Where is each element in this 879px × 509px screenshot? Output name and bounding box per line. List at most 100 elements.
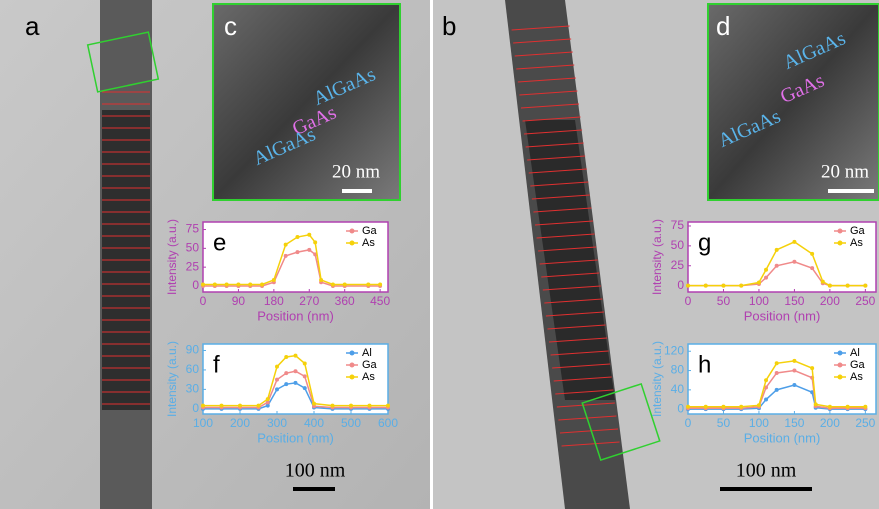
- y-tick-label: 120: [664, 343, 684, 357]
- y-tick-label: 25: [186, 259, 200, 273]
- y-tick-label: 25: [671, 258, 685, 272]
- x-axis-label: Position (nm): [744, 308, 821, 323]
- x-tick-label: 450: [370, 294, 390, 308]
- inset-label: c: [224, 11, 237, 41]
- y-axis-label: Intensity (a.u.): [165, 219, 179, 295]
- plot-area: [203, 222, 388, 292]
- scale-bar: [720, 487, 812, 491]
- y-tick-label: 75: [186, 222, 200, 236]
- x-tick-label: 360: [335, 294, 355, 308]
- legend-label: Ga: [850, 359, 866, 371]
- data-point: [846, 284, 850, 288]
- data-point: [792, 369, 796, 373]
- data-point: [295, 235, 299, 239]
- x-tick-label: 500: [341, 416, 361, 430]
- data-point: [303, 374, 307, 378]
- data-point: [201, 282, 205, 286]
- data-point: [238, 404, 242, 408]
- legend-marker: [838, 375, 843, 380]
- data-point: [704, 284, 708, 288]
- legend-marker: [350, 363, 355, 368]
- scale-bar: [293, 487, 335, 491]
- legend-marker: [838, 241, 843, 246]
- data-point: [275, 387, 279, 391]
- data-point: [366, 282, 370, 286]
- data-point: [275, 378, 279, 382]
- y-tick-label: 90: [186, 343, 200, 357]
- data-point: [312, 402, 316, 406]
- legend-marker: [838, 363, 843, 368]
- data-point: [343, 282, 347, 286]
- scale-bar-label: 100 nm: [285, 460, 346, 482]
- data-point: [201, 404, 205, 408]
- data-point: [739, 284, 743, 288]
- y-tick-label: 30: [186, 382, 200, 396]
- inset: c AlGaAs GaAs AlGaAs 20 nm: [213, 4, 400, 200]
- scale-bar: [342, 189, 372, 193]
- data-point: [846, 405, 850, 409]
- data-point: [294, 381, 298, 385]
- data-point: [319, 278, 323, 282]
- data-point: [810, 266, 814, 270]
- panel-label: b: [442, 11, 456, 41]
- data-point: [792, 240, 796, 244]
- y-tick-label: 50: [671, 238, 685, 252]
- data-point: [307, 233, 311, 237]
- scale-bar-label: 20 nm: [821, 161, 869, 182]
- data-point: [821, 280, 825, 284]
- data-point: [331, 404, 335, 408]
- legend-label: Ga: [850, 225, 866, 237]
- y-tick-label: 60: [186, 362, 200, 376]
- x-tick-label: 50: [717, 416, 731, 430]
- data-point: [331, 282, 335, 286]
- chart-label: h: [698, 351, 711, 378]
- x-tick-label: 100: [749, 416, 769, 430]
- x-tick-label: 200: [230, 416, 250, 430]
- data-point: [284, 355, 288, 359]
- legend-label: As: [850, 371, 863, 383]
- x-tick-label: 200: [820, 294, 840, 308]
- data-point: [275, 365, 279, 369]
- y-tick-label: 0: [677, 401, 684, 415]
- data-point: [721, 405, 725, 409]
- data-point: [775, 371, 779, 375]
- data-point: [349, 404, 353, 408]
- inset: d AlGaAs GaAs AlGaAs 20 nm: [708, 4, 879, 200]
- data-point: [686, 405, 690, 409]
- chart-label: e: [213, 229, 226, 256]
- x-tick-label: 300: [267, 416, 287, 430]
- data-point: [764, 378, 768, 382]
- data-point: [764, 276, 768, 280]
- data-point: [775, 248, 779, 252]
- y-axis-label: Intensity (a.u.): [165, 341, 179, 417]
- x-axis-label: Position (nm): [257, 308, 334, 323]
- legend-label: Ga: [362, 359, 378, 371]
- x-tick-label: 150: [784, 294, 804, 308]
- legend-marker: [350, 229, 355, 234]
- data-point: [284, 243, 288, 247]
- chart-label: f: [213, 351, 220, 378]
- x-tick-label: 270: [299, 294, 319, 308]
- data-point: [236, 282, 240, 286]
- x-tick-label: 400: [304, 416, 324, 430]
- data-point: [863, 284, 867, 288]
- data-point: [792, 260, 796, 264]
- data-point: [792, 383, 796, 387]
- data-point: [757, 403, 761, 407]
- scale-bar: [828, 189, 874, 193]
- legend-marker: [838, 229, 843, 234]
- data-point: [294, 369, 298, 373]
- data-point: [257, 404, 261, 408]
- data-point: [775, 264, 779, 268]
- legend-label: As: [362, 371, 375, 383]
- data-point: [810, 366, 814, 370]
- data-point: [814, 402, 818, 406]
- plot-area: [688, 222, 876, 292]
- data-point: [764, 268, 768, 272]
- data-point: [775, 388, 779, 392]
- x-tick-label: 0: [685, 416, 692, 430]
- x-tick-label: 150: [784, 416, 804, 430]
- figure: a b c AlGaAs GaAs AlGaAs 20 nm d AlGaAs …: [0, 0, 879, 509]
- legend-marker: [350, 375, 355, 380]
- data-point: [828, 405, 832, 409]
